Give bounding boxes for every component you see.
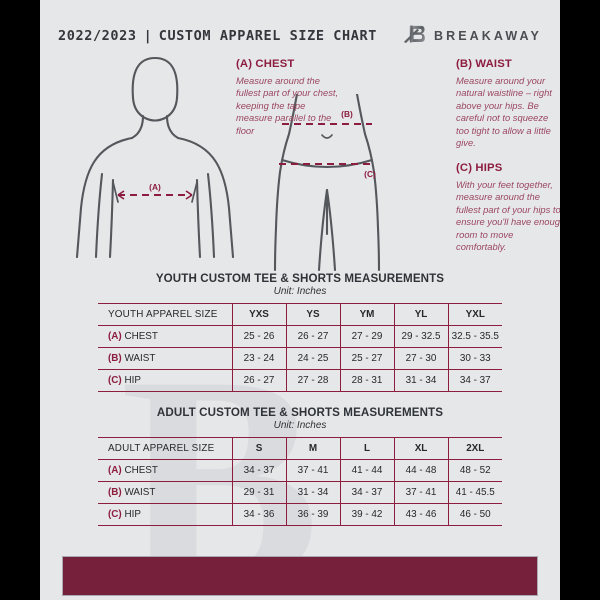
- adult-table-title: ADULT CUSTOM TEE & SHORTS MEASUREMENTS: [156, 406, 444, 419]
- callout-waist: (B) WAIST Measure around your natural wa…: [456, 58, 560, 149]
- measurement-cell: 48 - 52: [447, 459, 502, 482]
- measurement-cell: 31 - 34: [393, 369, 448, 392]
- column-header-ys: YS: [285, 303, 340, 326]
- measurement-cell: 32.5 - 35.5: [447, 325, 502, 348]
- callout-hips-body: With your feet together, measure around …: [456, 179, 560, 253]
- measurement-cell: 41 - 45.5: [447, 481, 502, 504]
- callout-hips-heading: (C) HIPS: [456, 162, 503, 174]
- measurement-cell: 39 - 42: [339, 503, 394, 526]
- chest-marker-label: (A): [149, 182, 161, 192]
- adult-table-unit: Unit: Inches: [273, 420, 327, 431]
- measurement-cell: 44 - 48: [393, 459, 448, 482]
- header-separator: |: [143, 28, 152, 44]
- row-marker: (C): [108, 375, 125, 386]
- column-header-yxl: YXL: [447, 303, 502, 326]
- brand-logo: BREAKAWAY: [403, 23, 542, 49]
- row-marker: (A): [108, 331, 125, 342]
- column-header-ym: YM: [339, 303, 394, 326]
- adult-table-body: ADULT APPAREL SIZE S M L XL 2XL (A) CHEST 34 - …: [98, 437, 502, 526]
- table-row: (B) WAIST 29 - 31 31 - 34 34 - 37 37 - 41 41 …: [98, 481, 502, 504]
- callout-chest-body: Measure around the fullest part of your …: [236, 75, 339, 136]
- measurement-cell: 34 - 36: [231, 503, 286, 526]
- measurement-cell: 41 - 44: [339, 459, 394, 482]
- column-header-xl: XL: [393, 437, 448, 460]
- measurement-cell: 27 - 29: [339, 325, 394, 348]
- row-label-waist: (B) WAIST: [98, 481, 232, 504]
- youth-measurements-section: YOUTH CUSTOM TEE & SHORTS MEASUREMENTS U…: [98, 272, 502, 392]
- measurement-cell: 25 - 26: [231, 325, 286, 348]
- season-label: 2022/2023: [58, 28, 137, 44]
- measurement-cell: 34 - 37: [447, 369, 502, 392]
- column-header-m: M: [285, 437, 340, 460]
- row-label-chest: (A) CHEST: [98, 459, 232, 482]
- measurement-cell: 28 - 31: [339, 369, 394, 392]
- column-header-yl: YL: [393, 303, 448, 326]
- youth-table-title: YOUTH CUSTOM TEE & SHORTS MEASUREMENTS: [155, 272, 445, 285]
- callout-waist-body: Measure around your natural waistline – …: [456, 75, 552, 149]
- measurement-cell: 37 - 41: [393, 481, 448, 504]
- measurement-cell: 23 - 24: [231, 347, 286, 370]
- body-diagrams: (A) (B) (C): [40, 50, 560, 272]
- size-chart-card: B 2022/2023 | CUSTOM APPAREL SIZE CHART: [40, 0, 560, 600]
- row-label-chest: (A) CHEST: [98, 325, 232, 348]
- table-header-row: ADULT APPAREL SIZE S M L XL 2XL: [98, 437, 502, 460]
- youth-size-table: YOUTH APPAREL SIZE YXS YS YM YL YXL (A) CHEST 2…: [98, 303, 502, 392]
- table-row: (C) HIP 26 - 27 27 - 28 28 - 31 31 - 34 34 - …: [98, 369, 502, 392]
- apparel-size-label: YOUTH APPAREL SIZE: [98, 303, 232, 326]
- page-header: 2022/2023 | CUSTOM APPAREL SIZE CHART BR…: [40, 20, 560, 52]
- page-title: CUSTOM APPAREL SIZE CHART: [158, 28, 377, 44]
- row-marker: (C): [108, 509, 125, 520]
- measurement-cell: 29 - 32.5: [393, 325, 448, 348]
- footer-bar: [62, 556, 538, 596]
- measurement-cell: 34 - 37: [231, 459, 286, 482]
- measurement-cell: 31 - 34: [285, 481, 340, 504]
- measurement-cell: 24 - 25: [285, 347, 340, 370]
- waist-marker-label: (B): [341, 109, 353, 119]
- row-label-hip: (C) HIP: [98, 369, 232, 392]
- measurement-cell: 34 - 37: [339, 481, 394, 504]
- measurement-cell: 27 - 28: [285, 369, 340, 392]
- row-label-hip: (C) HIP: [98, 503, 232, 526]
- column-header-yxs: YXS: [231, 303, 286, 326]
- measurement-cell: 25 - 27: [339, 347, 394, 370]
- table-row: (B) WAIST 23 - 24 24 - 25 25 - 27 27 - 30 30 …: [98, 347, 502, 370]
- callout-hips: (C) HIPS With your feet together, measur…: [456, 162, 560, 253]
- row-marker: (A): [108, 465, 125, 476]
- hip-marker-label: (C): [364, 169, 376, 179]
- measurement-cell: 46 - 50: [447, 503, 502, 526]
- measurement-cell: 30 - 33: [447, 347, 502, 370]
- row-marker: (B): [108, 487, 125, 498]
- breakaway-b-logo-icon: [403, 25, 425, 44]
- torso-diagram: (A): [75, 56, 235, 259]
- adult-size-table: ADULT APPAREL SIZE S M L XL 2XL (A) CHEST 34 - …: [98, 437, 502, 526]
- measurement-cell: 26 - 27: [285, 325, 340, 348]
- table-row: (A) CHEST 34 - 37 37 - 41 41 - 44 44 - 48 48 …: [98, 459, 502, 482]
- measurement-cell: 37 - 41: [285, 459, 340, 482]
- hips-diagram: (B) (C): [273, 94, 381, 272]
- measurement-cell: 43 - 46: [393, 503, 448, 526]
- table-header-row: YOUTH APPAREL SIZE YXS YS YM YL YXL: [98, 303, 502, 326]
- column-header-l: L: [339, 437, 394, 460]
- youth-table-unit: Unit: Inches: [273, 286, 327, 297]
- row-label-waist: (B) WAIST: [98, 347, 232, 370]
- table-row: (A) CHEST 25 - 26 26 - 27 27 - 29 29 - 32.5 3…: [98, 325, 502, 348]
- measurement-cell: 36 - 39: [285, 503, 340, 526]
- table-row: (C) HIP 34 - 36 36 - 39 39 - 42 43 - 46 46 - …: [98, 503, 502, 526]
- measurement-cell: 27 - 30: [393, 347, 448, 370]
- column-header-2xl: 2XL: [447, 437, 502, 460]
- apparel-size-label: ADULT APPAREL SIZE: [98, 437, 232, 460]
- callout-chest-heading: (A) CHEST: [236, 58, 295, 70]
- measurement-cell: 29 - 31: [231, 481, 286, 504]
- row-marker: (B): [108, 353, 125, 364]
- callout-waist-heading: (B) WAIST: [456, 58, 512, 70]
- brand-name: BREAKAWAY: [433, 29, 542, 43]
- adult-measurements-section: ADULT CUSTOM TEE & SHORTS MEASUREMENTS U…: [98, 406, 502, 526]
- youth-table-body: YOUTH APPAREL SIZE YXS YS YM YL YXL (A) CHEST 2…: [98, 303, 502, 392]
- column-header-s: S: [231, 437, 286, 460]
- measurement-cell: 26 - 27: [231, 369, 286, 392]
- callout-chest: (A) CHEST Measure around the fullest par…: [236, 58, 344, 137]
